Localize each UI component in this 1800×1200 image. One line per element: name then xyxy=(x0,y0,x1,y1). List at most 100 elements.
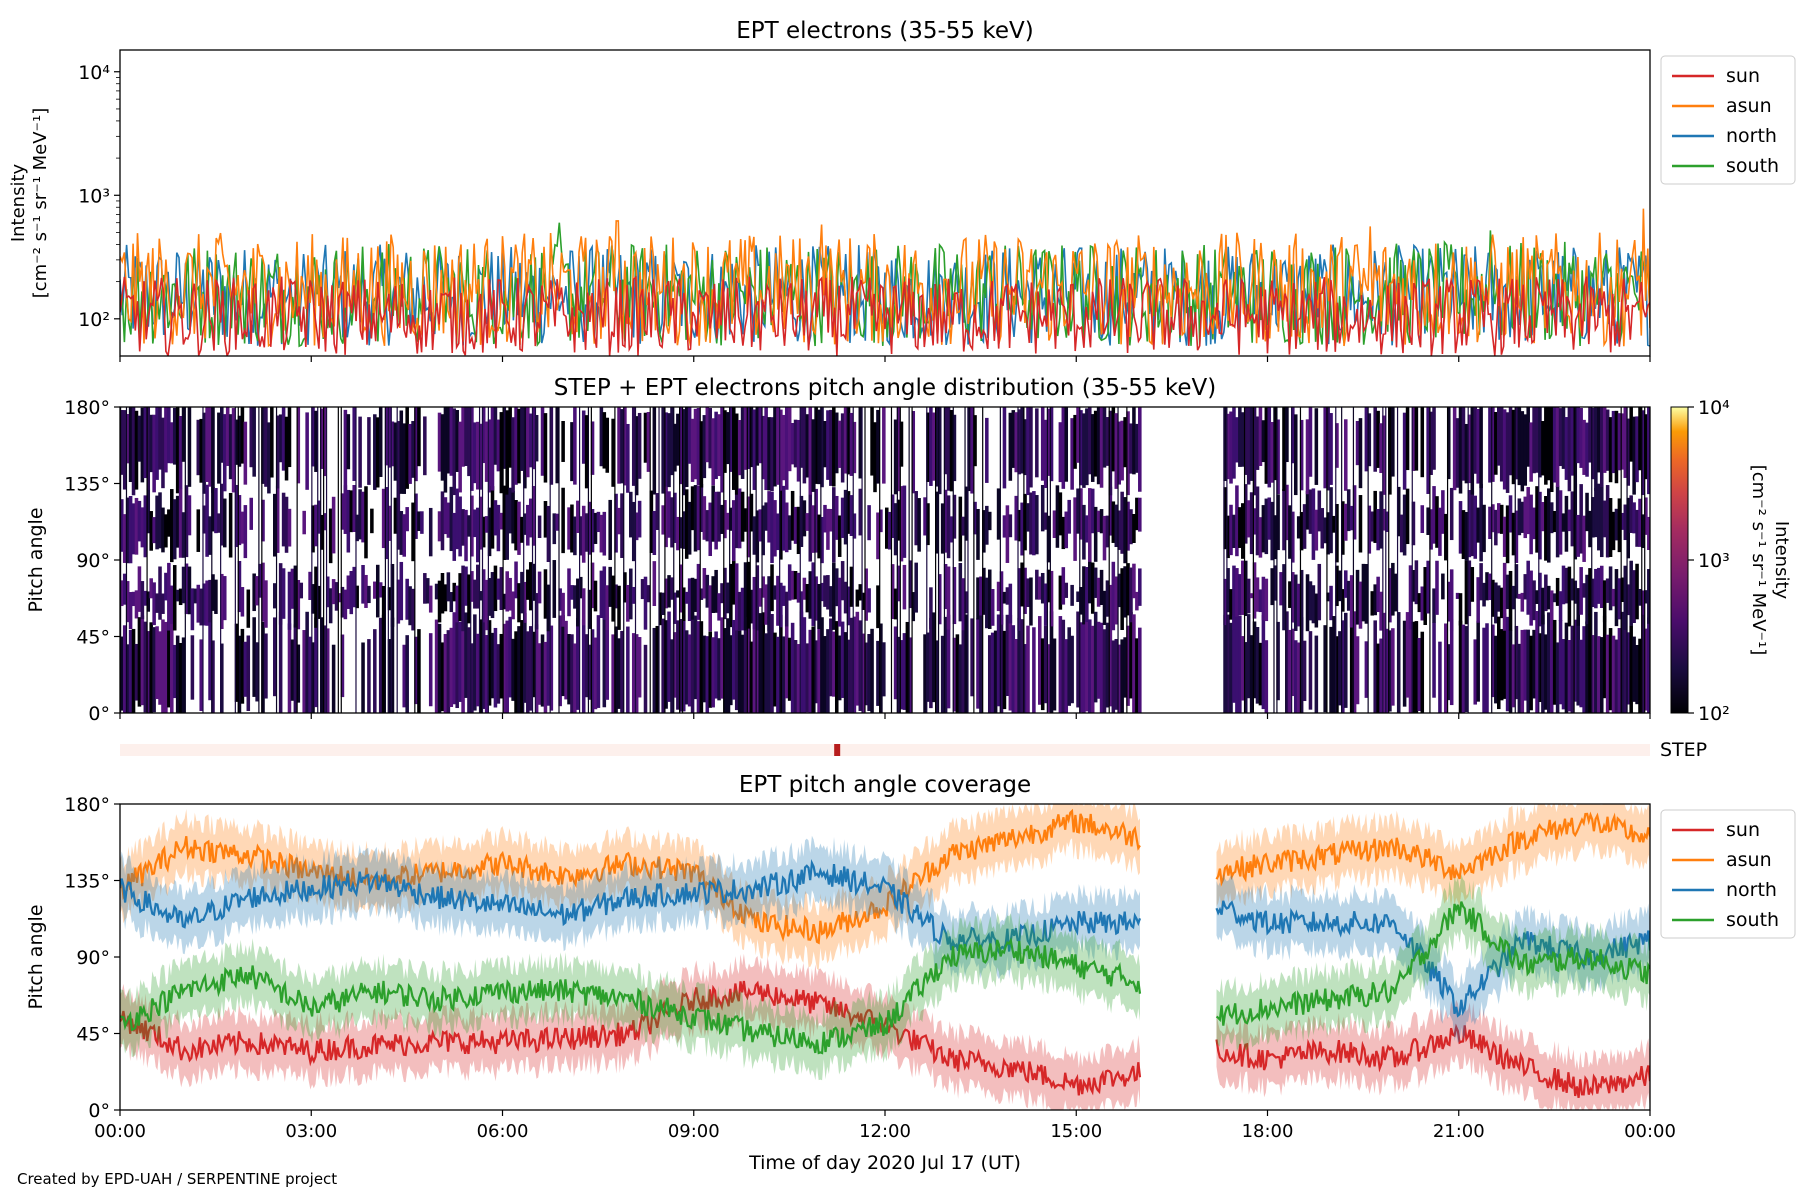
pad-cell xyxy=(581,410,586,464)
pad-cell xyxy=(843,489,848,545)
pad-cell xyxy=(1629,495,1633,533)
pad-cell xyxy=(346,575,351,609)
pad-cell xyxy=(317,500,321,534)
pad-cell xyxy=(711,485,715,542)
pad-cell xyxy=(1079,587,1083,615)
pad-cell xyxy=(1235,485,1239,557)
pad-cell xyxy=(758,613,763,713)
pad-cell xyxy=(1479,563,1483,601)
pad-cell xyxy=(528,498,533,538)
pad-cell xyxy=(932,412,936,481)
pad-cell xyxy=(790,490,795,541)
pad-cell xyxy=(1261,420,1266,463)
pad-cell xyxy=(1026,578,1030,608)
pad-cell xyxy=(1070,418,1074,490)
pad-cell xyxy=(1494,411,1498,475)
pad-cell xyxy=(1497,407,1501,466)
pad-cell xyxy=(799,495,804,547)
pad-cell xyxy=(137,566,142,612)
pad-cell xyxy=(505,410,509,495)
pad-cell xyxy=(779,409,783,491)
pad-cell xyxy=(493,627,498,708)
pad-cell xyxy=(687,634,692,707)
pad-cell xyxy=(570,634,574,713)
pad-cell xyxy=(970,407,974,494)
pad-cell xyxy=(773,632,777,707)
pad-cell xyxy=(1023,419,1027,476)
pad-spike xyxy=(211,407,213,713)
pad-spike xyxy=(1644,407,1646,713)
pad-cell xyxy=(1249,492,1254,555)
pad-cell xyxy=(834,495,839,540)
pad-cell xyxy=(443,497,448,535)
pad-cell xyxy=(1376,509,1380,551)
pad-cell xyxy=(1523,574,1528,600)
pad-cell xyxy=(1102,629,1107,713)
pad-cell xyxy=(1608,566,1613,611)
pad-cell xyxy=(955,634,960,713)
pad-cell xyxy=(1473,407,1478,474)
pad-cell xyxy=(134,590,139,619)
pad-spike xyxy=(623,407,625,713)
pad-cell xyxy=(1470,567,1475,602)
pad-cell xyxy=(693,615,698,700)
pad-cell xyxy=(1617,413,1622,471)
pad-cell xyxy=(708,631,713,708)
pad-cell xyxy=(743,407,748,470)
pad-cell xyxy=(1570,578,1575,601)
pad-cell xyxy=(196,509,201,552)
pad-cell xyxy=(1385,511,1389,532)
pad-spike xyxy=(355,407,357,713)
pad-cell xyxy=(1358,495,1363,553)
pad-cell xyxy=(175,407,180,494)
pad-cell xyxy=(1373,407,1377,472)
pad-cell xyxy=(1426,407,1430,494)
pad-cell xyxy=(149,511,153,551)
pad-cell xyxy=(729,407,733,472)
pad-cell xyxy=(461,565,465,632)
pad-cell xyxy=(287,407,292,468)
pad-cell xyxy=(1229,504,1233,556)
pad-cell xyxy=(1238,407,1242,467)
pad-cell xyxy=(1599,407,1604,488)
pad-cell xyxy=(1411,570,1416,602)
pad-cell xyxy=(167,621,171,708)
series-asun-band xyxy=(120,804,1140,970)
pad-cell xyxy=(1473,495,1478,559)
pad-cell xyxy=(1561,407,1566,469)
pad-cell xyxy=(546,616,551,706)
colorbar xyxy=(1670,406,1689,714)
pad-cell xyxy=(1573,407,1578,488)
pad-cell xyxy=(596,615,601,708)
pad-cell xyxy=(464,612,468,698)
pad-cell xyxy=(908,637,913,713)
pad-cell xyxy=(1079,622,1083,713)
pad-cell xyxy=(767,576,771,632)
pad-cell xyxy=(478,619,483,713)
pad-spike xyxy=(935,407,937,713)
pad-cell xyxy=(1067,627,1071,706)
pad-cell xyxy=(814,576,818,621)
pad-cell xyxy=(1476,621,1480,702)
pad-cell xyxy=(626,584,630,622)
pad-cell xyxy=(464,509,468,562)
panel-step: STEP xyxy=(120,739,1707,761)
pad-cell xyxy=(1638,498,1642,547)
pad-cell xyxy=(637,637,642,698)
pad-spike xyxy=(908,407,910,713)
y-tick-label: 180° xyxy=(64,794,110,816)
pad-cell xyxy=(423,416,427,476)
pad-cell xyxy=(999,614,1004,713)
pad-cell xyxy=(823,575,827,607)
pad-cell xyxy=(526,407,530,478)
series-south-line xyxy=(1215,901,1650,1026)
pad-cell xyxy=(384,407,389,466)
pad-cell xyxy=(573,407,577,485)
pad-cell xyxy=(758,588,763,607)
pad-cell xyxy=(1255,627,1260,704)
pad-cell xyxy=(1552,510,1557,533)
pad-cell xyxy=(840,413,845,483)
pad-cell xyxy=(487,578,492,616)
step-band xyxy=(120,744,1650,756)
pad-cell xyxy=(1258,407,1263,466)
